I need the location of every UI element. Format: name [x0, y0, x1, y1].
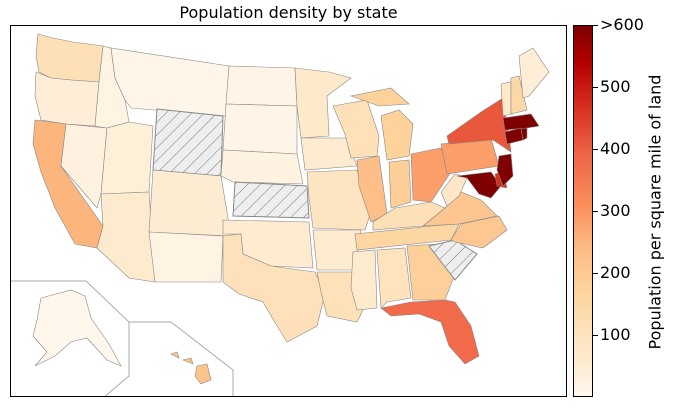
state-alaska — [32, 289, 122, 367]
colorbar-tick — [593, 149, 598, 150]
state-texas — [222, 233, 326, 343]
colorbar-tick — [593, 25, 598, 26]
state-new-york — [446, 97, 512, 153]
state-kansas — [232, 181, 310, 219]
state-massachusetts — [502, 113, 540, 131]
state-utah — [100, 121, 154, 195]
state-florida — [380, 299, 480, 365]
state-hawaii — [170, 351, 212, 385]
state-maine — [518, 47, 550, 99]
state-new-hampshire — [510, 75, 528, 115]
state-alabama — [376, 247, 412, 309]
state-wyoming — [152, 108, 224, 177]
colorbar-tick-label: 500 — [600, 77, 631, 96]
state-north-carolina — [450, 215, 508, 249]
colorbar-tick — [593, 87, 598, 88]
colorbar-tick — [593, 211, 598, 212]
state-south-dakota — [222, 103, 298, 155]
map-panel — [10, 25, 567, 397]
state-tennessee — [354, 223, 460, 251]
state-michigan — [349, 87, 414, 161]
state-north-dakota — [225, 65, 298, 107]
colorbar-tick — [593, 273, 598, 274]
us-map — [11, 33, 550, 396]
colorbar-tick-label: 100 — [600, 325, 631, 344]
state-west-virginia — [440, 173, 468, 207]
hawaii-inset-border — [129, 321, 234, 396]
state-virginia — [422, 191, 498, 227]
state-ohio — [410, 147, 452, 203]
state-maryland — [456, 171, 502, 199]
colorbar-label: Population per square mile of land — [645, 74, 665, 350]
state-south-carolina — [428, 239, 478, 281]
colorbar-tick-label: 200 — [600, 263, 631, 282]
colorbar-tick-label: >600 — [600, 15, 644, 34]
colorbar-tick-label: 300 — [600, 201, 631, 220]
state-mississippi — [350, 249, 378, 311]
colorbar-tick — [593, 335, 598, 336]
state-minnesota — [294, 67, 352, 139]
state-new-jersey — [496, 153, 514, 187]
state-iowa — [300, 137, 358, 171]
colorbar — [573, 25, 593, 397]
state-vermont — [500, 81, 512, 117]
state-arizona — [96, 191, 156, 283]
state-washington — [35, 33, 104, 83]
state-new-mexico — [148, 231, 224, 283]
state-nebraska — [220, 149, 304, 185]
state-colorado — [148, 169, 232, 237]
colorbar-tick-label: 400 — [600, 139, 631, 158]
state-nevada — [60, 123, 108, 209]
state-missouri — [306, 169, 372, 231]
map-title: Population density by state — [179, 3, 398, 22]
state-montana — [110, 47, 230, 117]
state-indiana — [388, 159, 412, 209]
